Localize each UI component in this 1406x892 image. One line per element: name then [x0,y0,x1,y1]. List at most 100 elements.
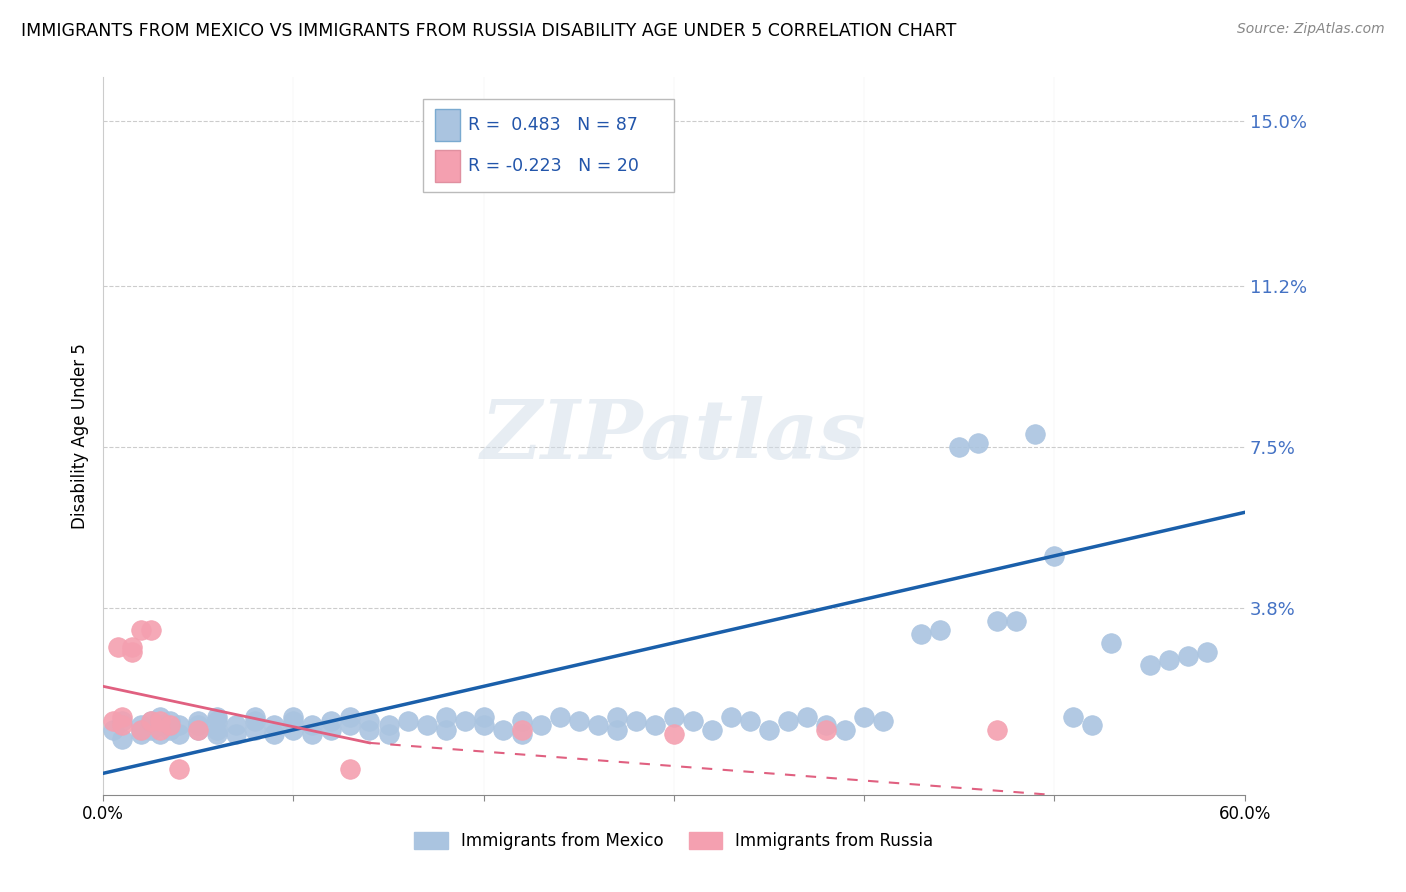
Point [283,714,305,728]
Point [359,714,381,728]
Point [167,762,190,776]
Point [834,723,856,737]
Y-axis label: Disability Age Under 5: Disability Age Under 5 [72,343,89,529]
Point [510,714,533,728]
Point [149,727,172,741]
Point [359,723,381,737]
Point [796,710,818,724]
Point [967,435,990,450]
Point [586,718,609,732]
Point [121,644,143,658]
Point [776,714,799,728]
Point [187,723,209,737]
Point [1101,636,1123,650]
Point [910,627,932,641]
Point [207,727,229,741]
Point [1195,644,1218,658]
Point [121,640,143,655]
Point [245,723,267,737]
Point [434,723,457,737]
Point [662,710,685,724]
Point [159,718,181,732]
Point [929,623,952,637]
Point [139,714,162,728]
Point [758,723,780,737]
Point [510,723,533,737]
Point [207,714,229,728]
Point [111,710,134,724]
Point [245,710,267,724]
Point [644,718,666,732]
Point [111,718,134,732]
Point [111,714,134,728]
Point [1062,710,1084,724]
Point [139,623,162,637]
Point [101,714,124,728]
Point [301,727,323,741]
Point [1043,549,1066,563]
Point [492,723,515,737]
Point [986,614,1008,628]
Text: IMMIGRANTS FROM MEXICO VS IMMIGRANTS FROM RUSSIA DISABILITY AGE UNDER 5 CORRELAT: IMMIGRANTS FROM MEXICO VS IMMIGRANTS FRO… [21,22,956,40]
Point [1157,653,1180,667]
Point [149,710,172,724]
Point [682,714,704,728]
Point [207,723,229,737]
Point [129,723,152,737]
Point [129,723,152,737]
Point [1177,648,1199,663]
Point [720,710,742,724]
Point [1081,718,1104,732]
Point [101,723,124,737]
Point [986,723,1008,737]
Point [149,714,172,728]
Point [321,714,343,728]
Point [472,710,495,724]
Point [510,727,533,741]
Point [377,718,399,732]
Point [815,718,838,732]
Point [606,723,628,737]
Point [1005,614,1028,628]
Point [1024,427,1046,442]
Point [129,727,152,741]
Point [159,723,181,737]
Point [283,710,305,724]
Text: ZIPatlas: ZIPatlas [481,396,866,476]
Point [948,440,970,454]
Point [111,731,134,746]
Point [187,714,209,728]
Point [738,714,761,728]
Point [207,710,229,724]
Point [700,723,723,737]
Point [187,718,209,732]
Point [530,718,553,732]
Legend: Immigrants from Mexico, Immigrants from Russia: Immigrants from Mexico, Immigrants from … [406,823,942,858]
Point [187,723,209,737]
Point [139,714,162,728]
Text: R = -0.223   N = 20: R = -0.223 N = 20 [468,157,638,175]
Point [872,714,894,728]
Point [339,710,361,724]
Point [453,714,475,728]
Point [396,714,419,728]
Point [167,727,190,741]
Point [548,710,571,724]
Point [377,727,399,741]
Point [159,714,181,728]
Point [139,723,162,737]
Point [606,710,628,724]
Point [434,710,457,724]
Point [129,623,152,637]
Point [301,718,323,732]
Point [263,718,285,732]
Text: Source: ZipAtlas.com: Source: ZipAtlas.com [1237,22,1385,37]
Point [129,718,152,732]
Point [225,718,247,732]
Point [339,762,361,776]
Point [107,640,129,655]
Point [662,727,685,741]
Point [245,714,267,728]
Text: R =  0.483   N = 87: R = 0.483 N = 87 [468,116,638,134]
Point [321,723,343,737]
